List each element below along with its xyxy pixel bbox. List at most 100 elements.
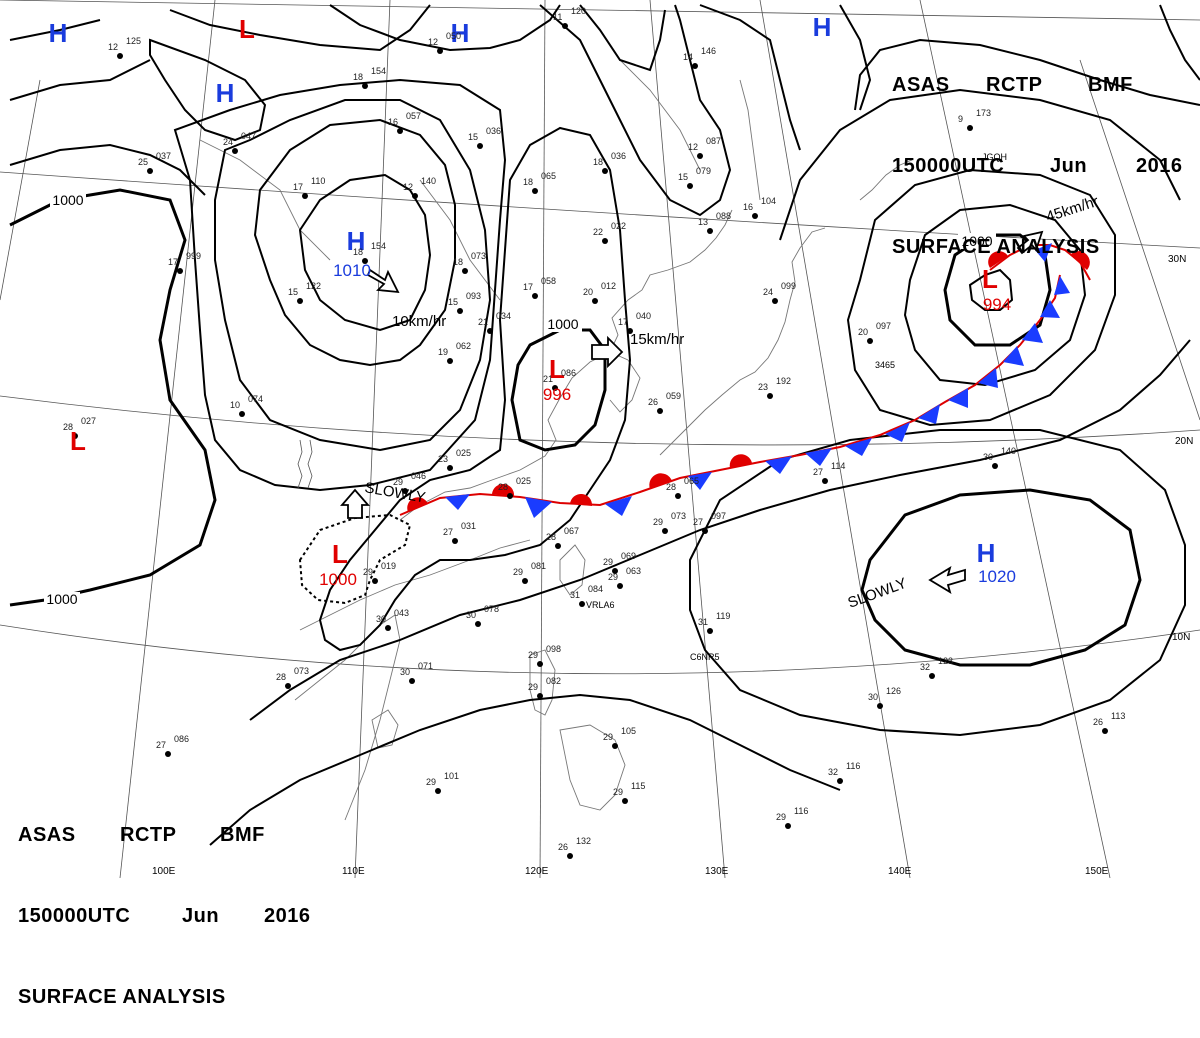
station-plot: 29019 bbox=[363, 561, 396, 577]
latitude-line-20n bbox=[0, 395, 1200, 446]
pressure-center-l-yellowsea: L bbox=[549, 354, 565, 384]
title-office: BMF bbox=[220, 824, 265, 846]
station-plot: 27114 bbox=[813, 461, 845, 477]
station-plot: 29081 bbox=[513, 561, 546, 577]
isobar-east-outer bbox=[779, 88, 1181, 241]
station-circle bbox=[675, 493, 681, 499]
isobar-mongolia-outer bbox=[253, 118, 456, 367]
station-dots bbox=[72, 23, 1108, 859]
cold-front-triangle bbox=[765, 456, 792, 474]
station-plot: 22022 bbox=[593, 221, 626, 237]
title-station: RCTP bbox=[986, 74, 1043, 96]
isobar-pacific-1016 bbox=[689, 429, 1186, 737]
station-plot: 18154 bbox=[353, 66, 386, 82]
cold-front-triangle bbox=[445, 494, 470, 510]
station-plot: 28025 bbox=[498, 476, 531, 492]
station-plot: 32123 bbox=[920, 656, 953, 672]
station-plot: 30043 bbox=[376, 608, 409, 624]
station-plot: 18065 bbox=[523, 171, 556, 187]
isobar-yellowsea-1000 bbox=[318, 126, 632, 652]
station-plot: 31084 bbox=[570, 584, 603, 600]
station-circle bbox=[867, 338, 873, 344]
isobar-label-west: 1000 bbox=[52, 192, 83, 208]
station-circle bbox=[117, 53, 123, 59]
motion-label-mongolia: 10km/hr bbox=[392, 313, 446, 330]
longitude-line-90e bbox=[0, 79, 41, 301]
station-plot: 26132 bbox=[558, 836, 591, 852]
station-plot: 23025 bbox=[438, 448, 471, 464]
station-id: 3465 bbox=[875, 360, 895, 370]
coastline-philippines-luzon bbox=[529, 649, 556, 716]
station-plot: 18036 bbox=[593, 151, 626, 167]
cold-front-triangle bbox=[1003, 346, 1024, 366]
station-plot: 20012 bbox=[583, 281, 616, 297]
warm-front-semicircle bbox=[1070, 251, 1090, 270]
title-line-2: 150000UTC Jun 2016 bbox=[18, 903, 311, 930]
station-circle bbox=[447, 465, 453, 471]
station-circle bbox=[302, 193, 308, 199]
station-circle bbox=[772, 298, 778, 304]
graticule bbox=[0, 0, 1200, 878]
warm-front-semicircle bbox=[570, 493, 593, 506]
station-plot: 30140 bbox=[983, 446, 1016, 462]
station-circle bbox=[537, 693, 543, 699]
cold-front-triangle bbox=[688, 472, 712, 490]
station-plot: 21034 bbox=[478, 311, 511, 327]
coastline-hainan bbox=[371, 709, 399, 749]
station-circle bbox=[402, 488, 408, 494]
longitude-line-100e bbox=[119, 0, 216, 878]
station-plot: 10074 bbox=[230, 394, 263, 410]
station-plot: 29116 bbox=[776, 806, 808, 822]
station-plot: 29105 bbox=[603, 726, 636, 742]
isobar-south-1008 bbox=[209, 693, 841, 846]
cold-front-triangle bbox=[845, 438, 872, 456]
station-circle bbox=[707, 228, 713, 234]
lon-label-130e: 130E bbox=[705, 866, 729, 877]
station-plot: 30071 bbox=[400, 661, 433, 677]
title-line-2: 150000UTC Jun 2016 bbox=[892, 153, 1183, 180]
station-circle bbox=[707, 628, 713, 634]
isobar-label-east: 1000 bbox=[961, 233, 992, 249]
station-circle bbox=[487, 328, 493, 334]
station-circle bbox=[462, 268, 468, 274]
station-plot: 28073 bbox=[276, 666, 309, 682]
station-plot: 15036 bbox=[468, 126, 501, 142]
station-plot: 12140 bbox=[403, 176, 436, 192]
station-plot: 28027 bbox=[63, 416, 96, 432]
motion-arrow-yellowsea bbox=[591, 335, 624, 369]
cold-front-triangle bbox=[948, 388, 968, 408]
station-plot: 17040 bbox=[618, 311, 651, 327]
station-circle bbox=[297, 298, 303, 304]
motion-arrow-scs bbox=[340, 488, 370, 519]
station-circle bbox=[457, 308, 463, 314]
pressure-center-h-mongolia: H bbox=[347, 226, 366, 256]
station-plot: 32116 bbox=[828, 761, 860, 777]
station-circle bbox=[877, 703, 883, 709]
cold-front-triangle bbox=[1035, 243, 1052, 262]
station-plot: 15079 bbox=[678, 166, 711, 182]
station-plot: 18073 bbox=[453, 251, 486, 267]
longitude-line-160e bbox=[1079, 59, 1200, 421]
cold-front-triangle bbox=[885, 422, 910, 442]
isobar-nw-c bbox=[9, 59, 151, 101]
station-circle bbox=[602, 168, 608, 174]
coastline-indochina bbox=[294, 614, 401, 821]
warm-front-semicircle bbox=[649, 473, 672, 489]
title-year: 2016 bbox=[1136, 155, 1183, 177]
isobar-east-994-inner bbox=[968, 268, 1014, 311]
motion-label-yellowsea: 15km/hr bbox=[630, 331, 684, 348]
station-plot: 17110 bbox=[293, 176, 325, 192]
station-circle bbox=[702, 528, 708, 534]
station-plot: 13088 bbox=[698, 211, 731, 227]
station-plot: 29073 bbox=[653, 511, 686, 527]
station-plot: 30126 bbox=[868, 686, 901, 702]
isobar-yellowsea-996 bbox=[510, 328, 607, 452]
station-plot: 20097 bbox=[858, 321, 891, 337]
title-valid-time: 150000UTC bbox=[18, 905, 131, 927]
isobar-north-4 bbox=[539, 4, 732, 217]
isobar-north-1 bbox=[169, 4, 431, 52]
station-circle bbox=[752, 213, 758, 219]
station-plot: 12125 bbox=[108, 36, 141, 52]
title-block-top-right: ASAS RCTP BMF 150000UTC Jun 2016 SURFACE ANA… bbox=[892, 18, 1183, 288]
isobar-nw-a bbox=[9, 143, 206, 196]
